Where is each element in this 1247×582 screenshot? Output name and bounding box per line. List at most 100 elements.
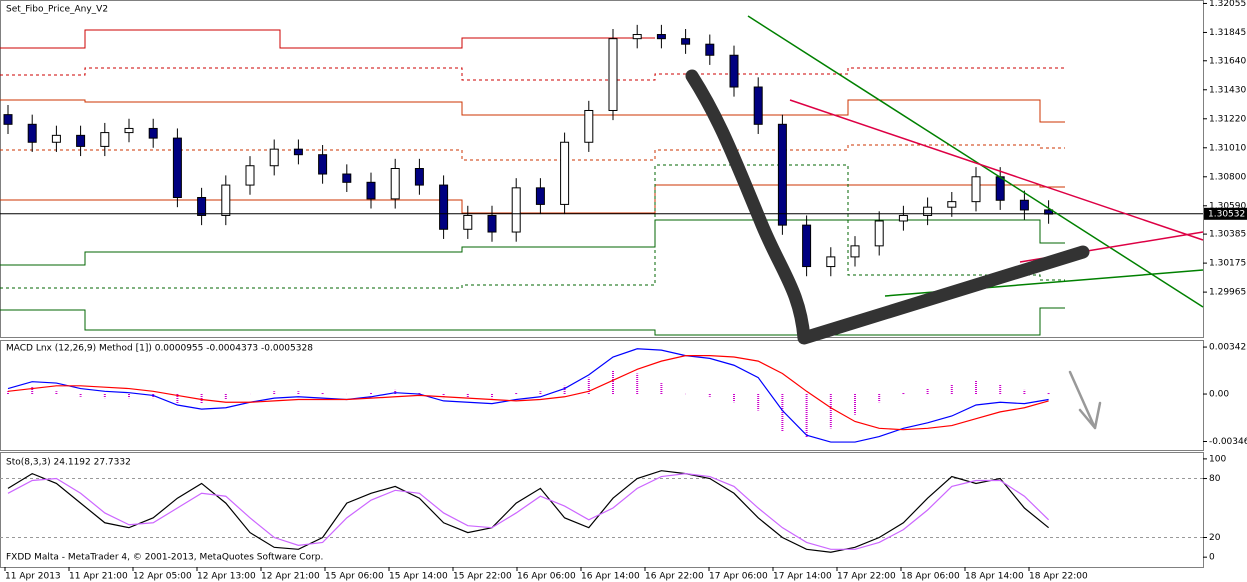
- trend-line: [747, 15, 1204, 308]
- y-tick-label: 1.30590: [1209, 201, 1246, 211]
- x-tick-label: 12 Apr 21:00: [261, 572, 320, 582]
- footer: FXDD Malta - MetaTrader 4, © 2001-2013, …: [6, 553, 323, 563]
- x-tick-label: 15 Apr 06:00: [325, 572, 384, 582]
- candle-body: [414, 168, 424, 186]
- drawings: [685, 15, 1204, 430]
- y-tick-label: 1.31845: [1209, 28, 1246, 38]
- x-tick-label: 18 Apr 22:00: [1029, 572, 1088, 582]
- x-tick-label: 16 Apr 14:00: [581, 572, 640, 582]
- y-tick-label: 1.32055: [1209, 0, 1246, 9]
- candle-body: [439, 184, 449, 230]
- candle-body: [923, 206, 933, 216]
- indicator-line: [7, 348, 1049, 443]
- indicator-line: [7, 355, 1049, 431]
- x-tick-label: 17 Apr 22:00: [837, 572, 896, 582]
- y-tick-label: 20: [1209, 533, 1221, 543]
- y-tick-label: 1.30385: [1209, 230, 1246, 240]
- candle-body: [753, 86, 763, 125]
- candle-body: [51, 134, 61, 143]
- candle-body: [124, 127, 134, 134]
- hand-drawing: [685, 69, 1090, 345]
- x-tick-label: 16 Apr 22:00: [645, 572, 704, 582]
- candle-body: [656, 34, 666, 40]
- y-tick-label: 1.29965: [1209, 288, 1246, 298]
- candle-body: [269, 148, 279, 167]
- y-tick-label: 0.003425: [1209, 343, 1247, 353]
- y-tick-label: 1.31430: [1209, 85, 1246, 95]
- fibo-line: [0, 307, 1065, 336]
- price-frame: [0, 0, 1204, 338]
- candle-body: [898, 214, 908, 222]
- candle-body: [705, 43, 715, 56]
- candle-body: [197, 197, 207, 216]
- candle-body: [366, 181, 376, 200]
- x-tick-label: 17 Apr 14:00: [773, 572, 832, 582]
- candle-body: [777, 123, 787, 226]
- candle-body: [535, 187, 545, 205]
- x-tick-label: 18 Apr 14:00: [965, 572, 1024, 582]
- candle-body: [221, 184, 231, 216]
- candle-body: [487, 214, 497, 233]
- candle-body: [632, 34, 642, 40]
- panel-frames: [0, 0, 1204, 568]
- x-tick-label: 12 Apr 13:00: [197, 572, 256, 582]
- y-tick-label: 1.30175: [1209, 259, 1246, 269]
- candle-body: [1019, 199, 1029, 211]
- candle-body: [608, 38, 618, 111]
- x-tick-label: 15 Apr 22:00: [453, 572, 512, 582]
- candle-body: [874, 220, 884, 247]
- y-tick-label: 1.31640: [1209, 56, 1246, 66]
- candle-body: [3, 114, 13, 125]
- x-tick-label: 11 Apr 21:00: [69, 572, 128, 582]
- candle-body: [172, 137, 182, 199]
- candle-body: [681, 38, 691, 45]
- candle-body: [584, 109, 594, 143]
- candle-body: [802, 224, 812, 268]
- candle-body: [342, 173, 352, 183]
- candle-body: [729, 54, 739, 88]
- candle-body: [947, 201, 957, 208]
- macd-title: MACD Lnx (12,26,9) Method [1]) 0.0000955…: [6, 344, 313, 354]
- fibo-line: [0, 144, 1065, 161]
- candle-body: [245, 165, 255, 186]
- stoch-frame: [0, 452, 1204, 568]
- candle-body: [463, 214, 473, 230]
- indicator-line: [7, 473, 1050, 550]
- y-tick-label: 1.31010: [1209, 143, 1246, 153]
- y-tick-label: 80: [1209, 474, 1221, 484]
- y-tick-label: 100: [1209, 454, 1226, 464]
- candle-body: [390, 168, 400, 200]
- candle-body: [100, 132, 110, 147]
- trend-line: [789, 99, 1204, 241]
- candle-body: [293, 148, 303, 156]
- candle-body: [971, 176, 981, 203]
- x-tick-label: 11 Apr 2013: [5, 572, 61, 582]
- fibo-levels: [0, 29, 1065, 336]
- candle-body: [511, 187, 521, 233]
- candle-body: [560, 141, 570, 205]
- y-tick-label: 0.00: [1209, 390, 1229, 400]
- candle-body: [27, 123, 37, 143]
- fibo-line: [0, 29, 655, 49]
- x-tick-label: 12 Apr 05:00: [133, 572, 192, 582]
- y-tick-label: 1.31220: [1209, 114, 1246, 124]
- fibo-line: [0, 164, 1065, 289]
- macd-frame: [0, 340, 1204, 451]
- candle-body: [850, 245, 860, 258]
- last-price-label: 1.30532: [1208, 209, 1245, 219]
- fibo-line: [0, 99, 1065, 123]
- candle-body: [318, 154, 328, 175]
- y-tick-label: -0.003460: [1209, 437, 1247, 447]
- fibo-line: [0, 67, 1065, 81]
- x-tick-label: 15 Apr 14:00: [389, 572, 448, 582]
- indicator-line: [7, 470, 1049, 553]
- candle-body: [76, 134, 86, 147]
- price-title: Set_Fibo_Price_Any_V2: [6, 5, 108, 15]
- arrow-drawing: [1068, 370, 1102, 430]
- stoch-title: Sto(8,3,3) 24.1192 27.7332: [6, 458, 131, 468]
- x-tick-label: 17 Apr 06:00: [709, 572, 768, 582]
- candle-body: [148, 127, 158, 139]
